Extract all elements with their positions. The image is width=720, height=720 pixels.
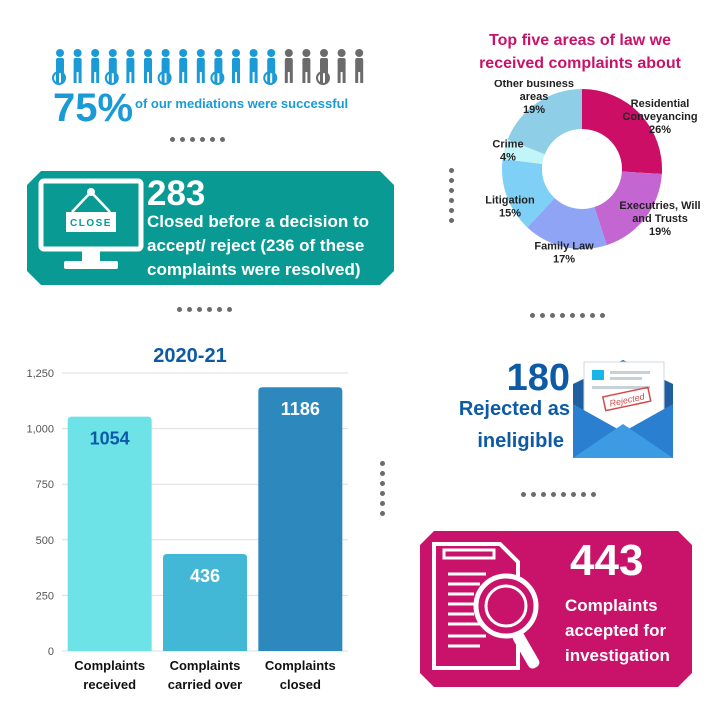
mediation-percent: 75% <box>53 86 134 130</box>
person-icon <box>284 49 293 83</box>
bar-chart: 2020-21 0 250 500 750 1,000 1,250 1054 Complaint… <box>26 345 348 692</box>
donut-slice-label: 19% <box>649 226 671 238</box>
donut-slice-label: 17% <box>553 254 575 266</box>
closed-line-1: Closed before a decision to <box>147 212 369 231</box>
person-icon <box>104 49 119 85</box>
person-icon <box>196 49 205 83</box>
panel-notch <box>380 271 394 285</box>
closed-line-3: complaints were resolved) <box>147 260 361 279</box>
donut-slice-label: and Trusts <box>632 213 688 225</box>
donut-slice <box>527 198 607 249</box>
donut-slice <box>507 89 582 155</box>
person-icon <box>355 49 364 83</box>
donut-slice-label: areas <box>520 91 549 103</box>
rejected-envelope-icon: Rejected <box>573 360 673 458</box>
person-icon <box>126 49 135 83</box>
person-icon <box>302 49 311 83</box>
donut-slice-label: Residential <box>631 98 690 110</box>
bar-chart-title: 2020-21 <box>153 345 226 367</box>
panel-notch <box>678 673 692 687</box>
donut-slice-label: Crime <box>492 139 523 151</box>
y-tick-label: 500 <box>36 535 54 547</box>
donut-slice <box>594 171 662 246</box>
donut-slice <box>582 89 662 175</box>
donut-slice <box>502 139 545 164</box>
monitor-close-icon: CLOSE <box>38 178 144 269</box>
x-category-label: closed <box>280 677 321 692</box>
panel-notch <box>420 531 434 545</box>
y-tick-label: 750 <box>36 479 54 491</box>
y-tick-label: 0 <box>48 646 54 658</box>
y-tick-label: 1,000 <box>26 424 54 436</box>
y-tick-label: 250 <box>36 590 54 602</box>
bar <box>258 387 343 651</box>
divider-dots-vertical <box>449 168 454 223</box>
panel-notch <box>420 673 434 687</box>
x-category-label: Complaints <box>74 658 145 673</box>
panel-notch <box>27 171 41 185</box>
bar-value-label: 1186 <box>281 399 320 419</box>
panel-notch <box>27 271 41 285</box>
person-icon <box>232 49 240 83</box>
bar <box>67 416 152 651</box>
document-magnifier-icon <box>432 542 540 670</box>
donut-slice-label: Family Law <box>534 241 594 253</box>
close-sign-text: CLOSE <box>70 218 112 229</box>
person-icon <box>91 49 100 83</box>
bar <box>163 554 247 651</box>
person-icon <box>263 49 278 85</box>
donut-slice-label: Other business <box>494 80 574 90</box>
divider-dots <box>521 492 596 497</box>
bar-value-label: 1054 <box>90 429 130 449</box>
donut-slice-label: 4% <box>500 152 516 164</box>
y-tick-label: 1,250 <box>26 368 54 380</box>
x-category-label: received <box>83 677 136 692</box>
rejected-line-1: Rejected as <box>458 398 570 420</box>
x-category-label: Complaints <box>265 658 336 673</box>
person-icon <box>52 49 66 85</box>
person-icon <box>179 49 188 83</box>
rejected-number: 180 <box>506 357 570 399</box>
donut-slice-label: Litigation <box>485 195 535 207</box>
donut-title-line-2: received complaints about <box>479 55 681 72</box>
donut-slice-label: Conveyancing <box>622 111 697 123</box>
accepted-line-1: Complaints <box>565 596 658 615</box>
divider-dots <box>530 313 605 318</box>
person-icon <box>337 49 346 83</box>
person-icon <box>144 49 152 83</box>
accepted-number: 443 <box>570 536 644 585</box>
donut-slice-label: Executries, Will <box>619 200 700 212</box>
donut-slice-label: 26% <box>649 124 671 136</box>
bar-value-label: 436 <box>190 566 220 586</box>
people-icons-row <box>52 49 364 85</box>
accepted-line-2: accepted for <box>565 621 667 640</box>
panel-notch <box>678 531 692 545</box>
person-icon <box>316 49 330 85</box>
panel-notch <box>380 171 394 185</box>
person-icon <box>157 49 172 85</box>
donut-slice <box>502 158 555 228</box>
divider-dots <box>170 137 225 142</box>
person-icon <box>73 49 82 83</box>
rejected-line-2: ineligible <box>477 430 564 452</box>
closed-number: 283 <box>147 174 206 213</box>
accepted-line-3: investigation <box>565 646 670 665</box>
person-icon <box>210 49 225 85</box>
donut-slice-label: 19% <box>523 104 545 116</box>
closed-line-2: accept/ reject (236 of these <box>147 236 365 255</box>
person-icon <box>249 49 258 83</box>
x-category-label: carried over <box>168 677 242 692</box>
divider-dots <box>177 307 232 312</box>
donut-slice-label: 15% <box>499 208 521 220</box>
donut-title-line-1: Top five areas of law we <box>489 32 671 49</box>
divider-dots-vertical <box>380 461 385 516</box>
mediation-caption: of our mediations were successful <box>135 96 349 111</box>
x-category-label: Complaints <box>170 658 241 673</box>
